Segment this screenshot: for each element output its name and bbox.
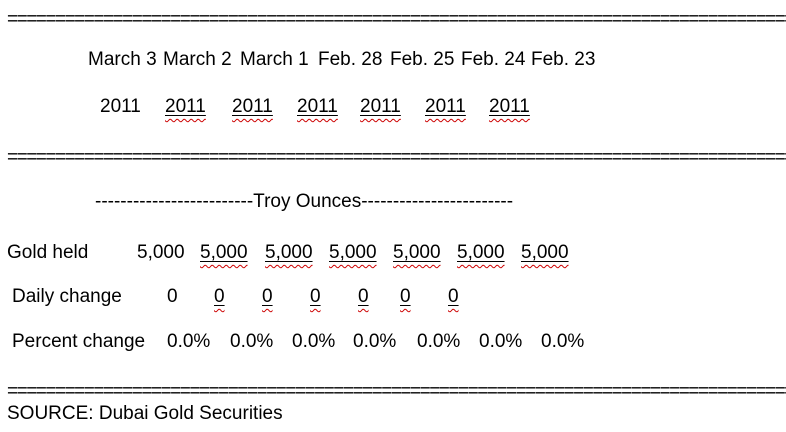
separator-line-middle: ========================================… xyxy=(7,147,786,168)
row-label: Daily change xyxy=(12,286,122,307)
date-header: March 1 xyxy=(240,49,309,70)
value-cell: 5,000 xyxy=(329,242,377,263)
row-label: Percent change xyxy=(12,331,146,352)
value-cell: 5,000 xyxy=(137,242,185,263)
year-header: 2011 xyxy=(360,96,401,117)
value-cell: 5,000 xyxy=(521,242,569,263)
date-header: Feb. 25 xyxy=(390,49,455,70)
date-header: March 2 xyxy=(163,49,232,70)
date-header: Feb. 23 xyxy=(531,49,596,70)
year-header: 2011 xyxy=(297,96,338,117)
value-cell: 0 xyxy=(400,286,411,307)
separator-line-bottom: ========================================… xyxy=(7,381,786,402)
date-header: Feb. 28 xyxy=(318,49,383,70)
year-header: 2011 xyxy=(232,96,273,117)
row-label: Gold held xyxy=(7,242,89,263)
year-header: 2011 xyxy=(165,96,206,117)
year-header: 2011 xyxy=(100,96,141,117)
value-cell: 0 xyxy=(214,286,225,307)
year-header: 2011 xyxy=(489,96,530,117)
value-cell: 5,000 xyxy=(265,242,313,263)
value-cell: 0.0% xyxy=(230,331,274,352)
troy-ounces-label: -------------------------Troy Ounces----… xyxy=(95,191,514,212)
value-cell: 5,000 xyxy=(200,242,248,263)
value-cell: 5,000 xyxy=(393,242,441,263)
value-cell: 0 xyxy=(448,286,459,307)
year-header: 2011 xyxy=(425,96,466,117)
separator-line-top: ========================================… xyxy=(7,9,786,30)
value-cell: 0.0% xyxy=(167,331,211,352)
value-cell: 0 xyxy=(167,286,178,307)
value-cell: 0.0% xyxy=(541,331,585,352)
source-line: SOURCE: Dubai Gold Securities xyxy=(7,403,283,424)
value-cell: 5,000 xyxy=(457,242,505,263)
value-cell: 0.0% xyxy=(292,331,336,352)
value-cell: 0 xyxy=(262,286,273,307)
value-cell: 0.0% xyxy=(353,331,397,352)
date-header: Feb. 24 xyxy=(461,49,526,70)
value-cell: 0.0% xyxy=(479,331,523,352)
date-header: March 3 xyxy=(88,49,157,70)
value-cell: 0.0% xyxy=(417,331,461,352)
value-cell: 0 xyxy=(310,286,321,307)
value-cell: 0 xyxy=(358,286,369,307)
